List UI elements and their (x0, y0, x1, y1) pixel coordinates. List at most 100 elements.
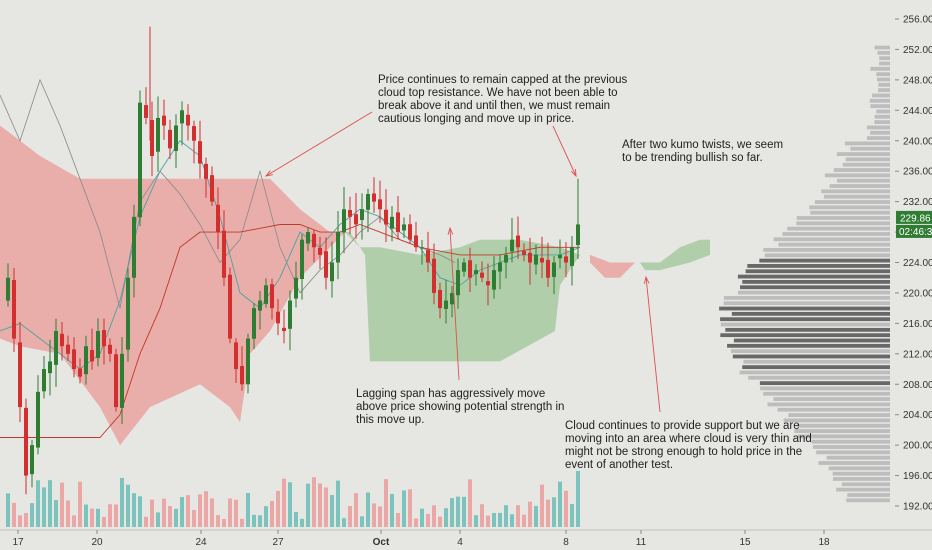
candle-body (360, 209, 364, 220)
profile-bar (767, 402, 890, 407)
candle-body (186, 114, 190, 126)
volume-bar (60, 482, 64, 527)
candle-body (444, 300, 448, 309)
profile-bar (867, 136, 890, 140)
profile-bar (828, 466, 890, 471)
profile-bar (783, 418, 890, 423)
profile-bar (872, 93, 890, 98)
price-tick-label: 252.00 (903, 45, 932, 56)
volume-bar (222, 518, 226, 527)
price-axis-bg (895, 0, 932, 530)
profile-bar (876, 72, 890, 77)
volume-bar (576, 471, 580, 527)
profile-bar (841, 482, 890, 487)
volume-bar (18, 515, 22, 527)
volume-bar (342, 518, 346, 527)
profile-bar (739, 370, 890, 375)
profile-bar (723, 295, 890, 300)
annotation-cloud-support: Cloud continues to provide support but w… (565, 420, 812, 471)
candle-body (306, 232, 310, 244)
price-tick-label: 212.00 (903, 349, 932, 360)
candle-body (558, 254, 562, 259)
current-price-label: 229.86 (900, 213, 931, 224)
candle-body (48, 361, 52, 374)
profile-bar (833, 477, 890, 481)
candle-body (294, 277, 298, 299)
candle-body (204, 163, 208, 179)
candle-body (126, 277, 130, 350)
profile-bar (810, 210, 890, 215)
candle-body (12, 280, 16, 339)
candle-body (402, 224, 406, 231)
candle-body (462, 262, 466, 272)
profile-bar (844, 141, 890, 146)
volume-bar (498, 512, 502, 527)
profile-bar (737, 274, 890, 279)
volume-bar (240, 518, 244, 527)
volume-bar (474, 515, 478, 527)
countdown-tag (896, 224, 932, 238)
arrow-to-price (552, 125, 577, 177)
profile-bar (874, 120, 890, 125)
candle-body (342, 209, 346, 233)
candles (6, 26, 580, 495)
profile-bar (816, 450, 890, 455)
volume-profile (719, 45, 890, 503)
profile-bar (869, 98, 890, 103)
profile-bar (730, 349, 890, 354)
profile-bar (733, 338, 890, 343)
volume-bar (6, 493, 10, 527)
volume-bar (276, 490, 280, 527)
candle-body (372, 193, 376, 202)
volume-bar (426, 513, 430, 527)
volume-bar (456, 496, 460, 527)
volume-bar (564, 490, 568, 527)
candle-body (354, 214, 358, 225)
profile-bar (794, 429, 890, 433)
profile-bar (796, 221, 890, 226)
profile-bar (731, 311, 890, 316)
volume-bar (378, 506, 382, 527)
volume-bar (228, 498, 232, 527)
arrow-to-thin-cloud-head (643, 275, 650, 284)
candle-body (540, 258, 544, 263)
profile-bar (821, 189, 890, 194)
candle-body (552, 262, 556, 277)
profile-bar (742, 365, 890, 370)
profile-bar (866, 125, 890, 130)
candle-body (234, 342, 238, 370)
profile-bar (720, 333, 890, 338)
candle-body (264, 285, 268, 304)
candle-body (534, 254, 538, 265)
price-axis: 192.00 196.00 200.00 204.00 208.00 212.00 216.… (895, 0, 932, 530)
candle-body (24, 407, 28, 476)
candle-body (438, 289, 442, 309)
candle-body (330, 262, 334, 282)
profile-bar (836, 487, 890, 492)
annotation-arrows (264, 111, 661, 413)
volume-bar (486, 515, 490, 527)
volume-bar (384, 479, 388, 527)
volume-bar (552, 497, 556, 527)
volume-bar (420, 508, 424, 527)
profile-bar (759, 381, 890, 386)
volume-bar (72, 515, 76, 527)
volume-bar (444, 508, 448, 527)
volume-bar (540, 484, 544, 527)
thin-bearish-cloud (590, 254, 635, 278)
candle-body (192, 126, 196, 141)
profile-bar (870, 66, 890, 71)
candle-body (576, 224, 580, 246)
profile-bar (764, 253, 890, 258)
profile-bar (796, 216, 890, 220)
lagging-span (0, 78, 456, 309)
candle-body (492, 270, 496, 290)
candle-body (474, 270, 478, 275)
price-tick-label: 200.00 (903, 441, 932, 452)
ichimoku-cloud (0, 125, 710, 446)
candle-body (378, 199, 382, 210)
profile-bar (748, 375, 890, 380)
profile-bar (874, 45, 890, 50)
profile-bar (720, 317, 890, 322)
